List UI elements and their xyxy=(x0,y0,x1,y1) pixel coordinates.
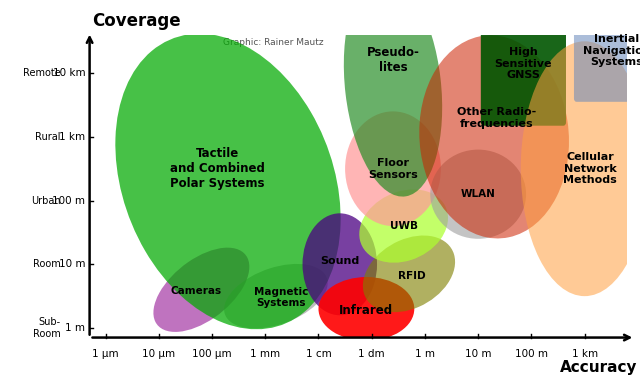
Text: 1 m: 1 m xyxy=(415,349,435,359)
Text: Infrared: Infrared xyxy=(339,304,394,317)
Ellipse shape xyxy=(521,41,640,296)
Text: Tactile
and Combined
Polar Systems: Tactile and Combined Polar Systems xyxy=(170,147,265,190)
Ellipse shape xyxy=(344,0,442,197)
Text: 10 m: 10 m xyxy=(59,259,85,269)
FancyBboxPatch shape xyxy=(574,0,640,102)
Text: 100 m: 100 m xyxy=(515,349,548,359)
Text: Other Radio-
frequencies: Other Radio- frequencies xyxy=(457,107,536,128)
FancyBboxPatch shape xyxy=(481,2,566,126)
Ellipse shape xyxy=(224,264,328,328)
Text: 10 m: 10 m xyxy=(465,349,492,359)
Text: Coverage: Coverage xyxy=(92,12,181,30)
Text: 1 dm: 1 dm xyxy=(358,349,385,359)
Text: Sub-
Room: Sub- Room xyxy=(33,317,60,339)
Text: Cellular
Network
Methods: Cellular Network Methods xyxy=(563,152,617,185)
Ellipse shape xyxy=(115,34,340,329)
Text: 1 cm: 1 cm xyxy=(306,349,332,359)
Ellipse shape xyxy=(363,236,455,312)
Text: Magnetic
Systems: Magnetic Systems xyxy=(254,287,308,308)
Text: Remote: Remote xyxy=(22,68,60,78)
Text: Accuracy: Accuracy xyxy=(561,360,638,375)
Text: Sound: Sound xyxy=(320,256,360,266)
Ellipse shape xyxy=(345,111,441,226)
Text: Inertial
Navigation
Systems: Inertial Navigation Systems xyxy=(583,34,640,68)
Text: 10 km: 10 km xyxy=(52,68,85,78)
Text: RFID: RFID xyxy=(398,271,426,281)
Text: 1 m: 1 m xyxy=(65,323,85,333)
Ellipse shape xyxy=(154,248,250,332)
Ellipse shape xyxy=(303,213,377,315)
Text: Floor
Sensors: Floor Sensors xyxy=(368,158,418,180)
Text: Graphic: Rainer Mautz: Graphic: Rainer Mautz xyxy=(223,38,323,47)
Text: Pseudo-
lites: Pseudo- lites xyxy=(367,47,419,74)
Text: UWB: UWB xyxy=(390,221,418,231)
Ellipse shape xyxy=(419,35,569,239)
Text: 100 m: 100 m xyxy=(52,196,85,206)
Text: Room: Room xyxy=(33,259,60,269)
Text: Cameras: Cameras xyxy=(170,286,221,296)
Text: Rural: Rural xyxy=(35,132,60,142)
Text: Urban: Urban xyxy=(31,196,60,206)
Text: WLAN: WLAN xyxy=(461,189,495,199)
Text: 1 km: 1 km xyxy=(572,349,598,359)
Ellipse shape xyxy=(319,277,414,341)
Text: High
Sensitive
GNSS: High Sensitive GNSS xyxy=(495,47,552,80)
Ellipse shape xyxy=(430,150,526,239)
Text: 1 μm: 1 μm xyxy=(92,349,119,359)
Text: 1 km: 1 km xyxy=(60,132,85,142)
Text: 10 μm: 10 μm xyxy=(142,349,175,359)
Text: 1 mm: 1 mm xyxy=(250,349,280,359)
Text: 100 μm: 100 μm xyxy=(192,349,232,359)
Ellipse shape xyxy=(359,189,448,263)
